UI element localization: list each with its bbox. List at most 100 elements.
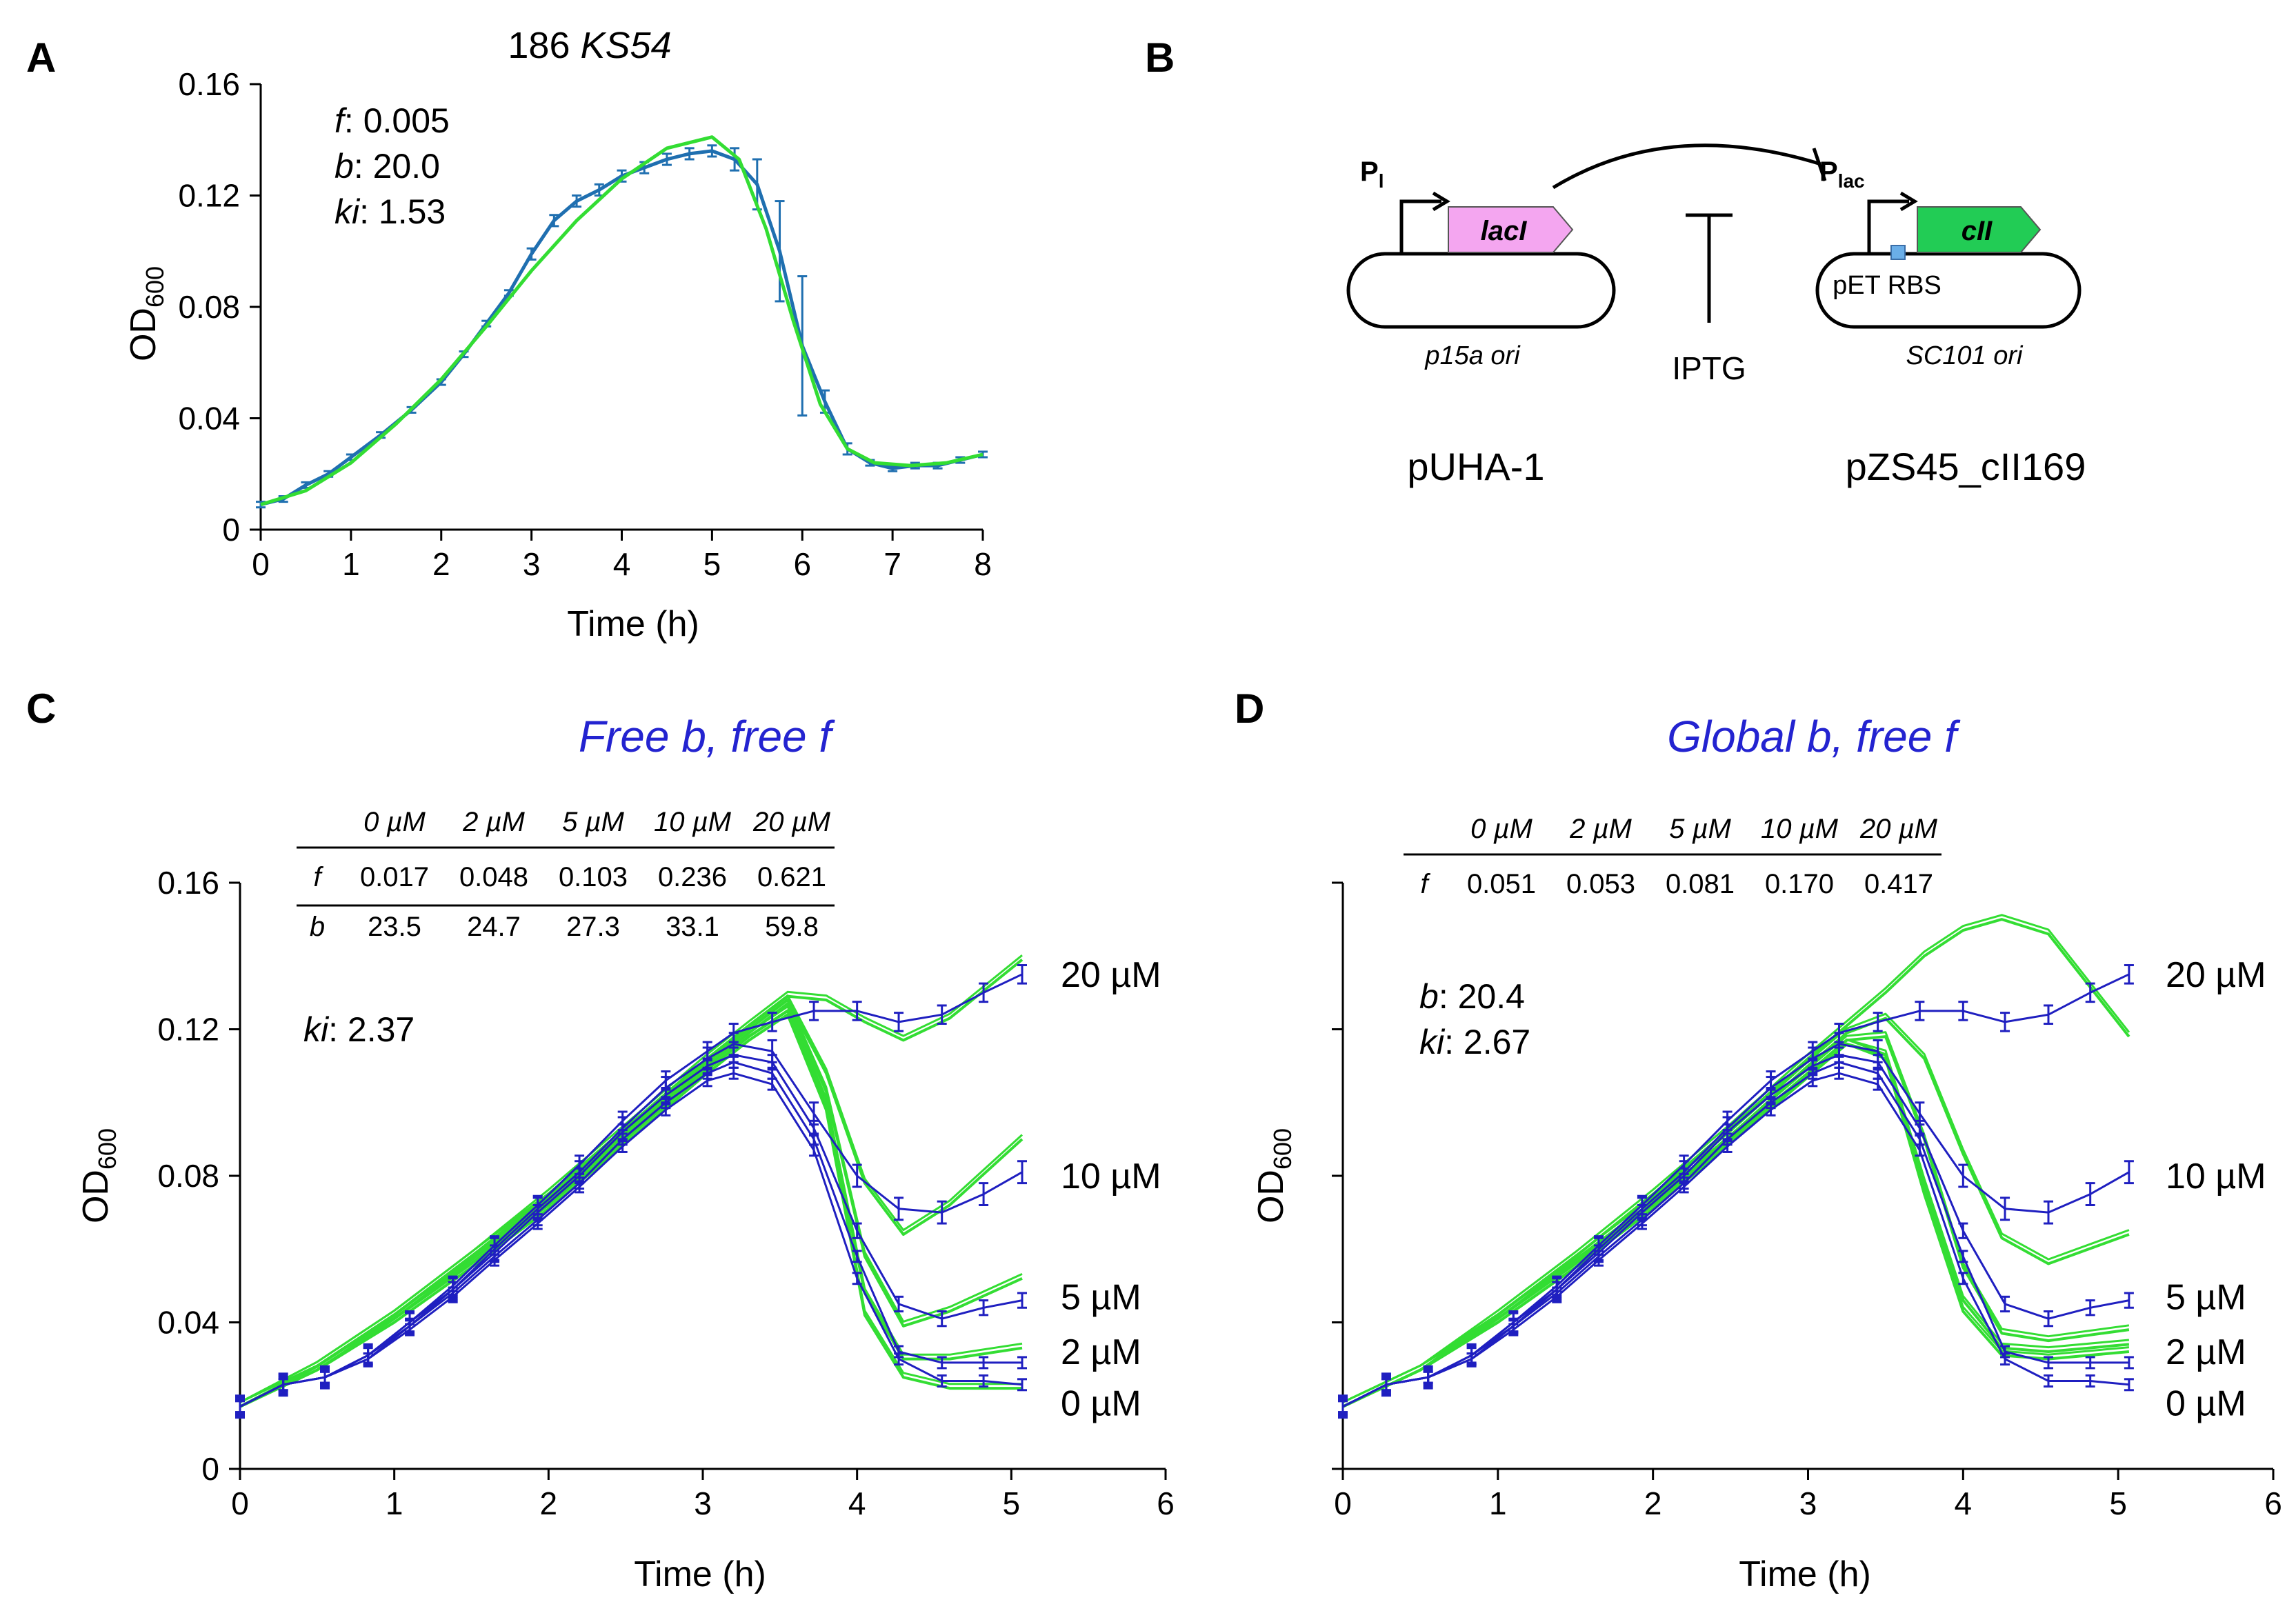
chart-d-x-tick-label: 5 xyxy=(2109,1485,2127,1521)
chart-c-axes: 0 1 2 3 4 5 6 0 0.04 0.08 0.12 0.16 xyxy=(157,865,1174,1521)
chart-d-table-row-label: f xyxy=(1420,869,1430,899)
chart-c-y-tick-label: 0.16 xyxy=(157,865,219,901)
chart-d-marks: 20 µM 10 µM 5 µM 2 µM 0 µM xyxy=(1338,914,2266,1423)
chart-c-x-tick-label: 6 xyxy=(1157,1485,1175,1521)
chart-c-data-line xyxy=(239,1061,1022,1408)
chart-c-x-tick-label: 1 xyxy=(386,1485,403,1521)
chart-d-table-header: 10 µM xyxy=(1761,814,1839,844)
chart-c-model-line xyxy=(239,1002,1023,1408)
chart-a-x-tick-label: 1 xyxy=(342,546,360,582)
chart-d-data-line xyxy=(1342,1061,2129,1408)
chart-d-x-tick-label: 3 xyxy=(1799,1485,1817,1521)
chart-d-table-cell: 0.170 xyxy=(1765,869,1834,899)
chart-d-model-line-replicate xyxy=(1342,914,2130,1403)
chart-d-table-header: 0 µM xyxy=(1470,814,1533,844)
chart-d-series-label: 0 µM xyxy=(2166,1383,2246,1423)
chart-d-xlabel: Time (h) xyxy=(1739,1554,1871,1594)
left-promoter-arrowhead xyxy=(1432,191,1450,212)
chart-c-y-tick-label: 0.08 xyxy=(157,1158,219,1194)
chart-c-y-tick-label: 0 xyxy=(201,1451,219,1487)
chart-c-table-cell: 0.236 xyxy=(658,862,727,892)
chart-c-table-cell: 0.103 xyxy=(559,862,628,892)
chart-c-y-tick-label: 0.12 xyxy=(157,1012,219,1048)
chart-c-series-label: 5 µM xyxy=(1061,1277,1141,1317)
chart-c-x-tick-label: 0 xyxy=(231,1485,249,1521)
right-insert-label: pET RBS xyxy=(1833,271,1941,300)
chart-d-table-cell: 0.081 xyxy=(1666,869,1735,899)
chart-d-table-header: 5 µM xyxy=(1669,814,1731,844)
panel-letter-d: D xyxy=(1235,685,1264,732)
chart-c-data-line xyxy=(239,973,1023,1408)
chart-d-x-tick-label: 1 xyxy=(1489,1485,1507,1521)
chart-c-marks: 20 µM 10 µM 5 µM 2 µM 0 µM xyxy=(235,954,1161,1423)
chart-a-model-line xyxy=(260,135,984,507)
chart-d-table-cell: 0.051 xyxy=(1467,869,1536,899)
chart-a-x-tick-label: 2 xyxy=(432,546,450,582)
chart-d-x-tick-label: 4 xyxy=(1955,1485,1973,1521)
chart-c-table-row-label: f xyxy=(313,862,323,892)
chart-a-x-tick-label: 3 xyxy=(523,546,541,582)
chart-a-x-tick-label: 6 xyxy=(793,546,811,582)
chart-c-series-label: 10 µM xyxy=(1061,1157,1161,1197)
chart-c-x-tick-label: 4 xyxy=(848,1485,866,1521)
chart-d-x-tick-label: 6 xyxy=(2264,1485,2282,1521)
lacI-gene-shape xyxy=(1448,206,1574,253)
chart-d-table-header: 2 µM xyxy=(1569,814,1632,844)
chart-a-x-tick-label: 4 xyxy=(613,546,631,582)
chart-a: 186 KS54 0 1 2 3 4 5 6 7 8 0 0.04 0.08 0.12 0.16 f: 0… xyxy=(123,25,992,644)
chart-d-data-line xyxy=(1342,973,2130,1408)
chart-c-param-table: 0 µM 2 µM 5 µM 10 µM 20 µM f 0.017 0.048 0.103 0.… xyxy=(297,807,835,942)
chart-c-table-cell: 59.8 xyxy=(765,912,819,942)
chart-a-marks xyxy=(256,135,988,509)
chart-c-series-label: 0 µM xyxy=(1061,1383,1141,1423)
chart-c-annotation-ki: ki: 2.37 xyxy=(303,1010,415,1049)
chart-d-series-label: 2 µM xyxy=(2166,1332,2246,1372)
chart-a-annotation-ki: ki: 1.53 xyxy=(335,192,446,231)
chart-c-ylabel: OD600 xyxy=(76,1128,121,1223)
chart-d-axes: 0 1 2 3 4 5 6 xyxy=(1332,881,2282,1521)
left-plasmid-name: pUHA-1 xyxy=(1407,445,1544,488)
chart-a-x-tick-label: 5 xyxy=(703,546,721,582)
chart-c-model-line xyxy=(239,1013,1022,1408)
chart-c-table-header: 0 µM xyxy=(363,807,426,837)
chart-c-series-label: 20 µM xyxy=(1061,955,1161,995)
chart-c-table-header: 5 µM xyxy=(562,807,624,837)
chart-c-table-cell: 0.017 xyxy=(360,862,429,892)
chart-d-series-label: 5 µM xyxy=(2166,1277,2246,1317)
chart-c-table-row-label: b xyxy=(310,912,325,942)
chart-a-x-tick-label: 7 xyxy=(884,546,901,582)
chart-c-table-cell: 0.621 xyxy=(757,862,826,892)
chart-c-table-cell: 27.3 xyxy=(566,912,620,942)
chart-c-y-tick-label: 0.04 xyxy=(157,1305,219,1341)
chart-c-table-header: 20 µM xyxy=(752,807,831,837)
right-ori-label: SC101 ori xyxy=(1906,341,2024,370)
iptg-label: IPTG xyxy=(1672,350,1746,386)
chart-c-title: Free b, free f xyxy=(579,712,836,761)
chart-c-series-label: 2 µM xyxy=(1061,1332,1141,1372)
cII-gene-label: cII xyxy=(1961,216,1993,246)
chart-d-annotation-b: b: 20.4 xyxy=(1419,977,1525,1016)
panel-letter-a: A xyxy=(26,34,56,81)
chart-c-table-cell: 24.7 xyxy=(467,912,521,942)
chart-c-table-cell: 33.1 xyxy=(666,912,719,942)
chart-a-x-tick-label: 8 xyxy=(974,546,992,582)
chart-d-x-tick-label: 2 xyxy=(1644,1485,1662,1521)
right-promoter-arrow xyxy=(1867,199,1909,254)
chart-d: Global b, free f 0 µM 2 µM 5 µM 10 µM 20 µMf… xyxy=(1251,712,2282,1594)
cII-gene-shape xyxy=(1917,206,2042,253)
chart-d-table-cell: 0.417 xyxy=(1864,869,1933,899)
chart-c-table-header: 2 µM xyxy=(462,807,525,837)
chart-a-y-tick-label: 0.08 xyxy=(178,289,240,325)
panel-letter-b: B xyxy=(1145,34,1175,81)
chart-a-y-tick-label: 0 xyxy=(222,512,240,548)
repression-bar xyxy=(1812,148,1827,181)
right-promoter-label: Plac xyxy=(1819,157,1865,192)
right-plasmid-name: pZS45_cII169 xyxy=(1846,445,2086,488)
chart-a-x-tick-label: 0 xyxy=(252,546,270,582)
chart-d-annotation-ki: ki: 2.67 xyxy=(1419,1023,1530,1061)
chart-c-table-header: 10 µM xyxy=(654,807,732,837)
chart-d-table-cell: 0.053 xyxy=(1566,869,1635,899)
left-promoter-arrow xyxy=(1399,199,1441,254)
repression-arc xyxy=(1552,143,1821,190)
chart-d-series-label: 20 µM xyxy=(2166,955,2266,995)
